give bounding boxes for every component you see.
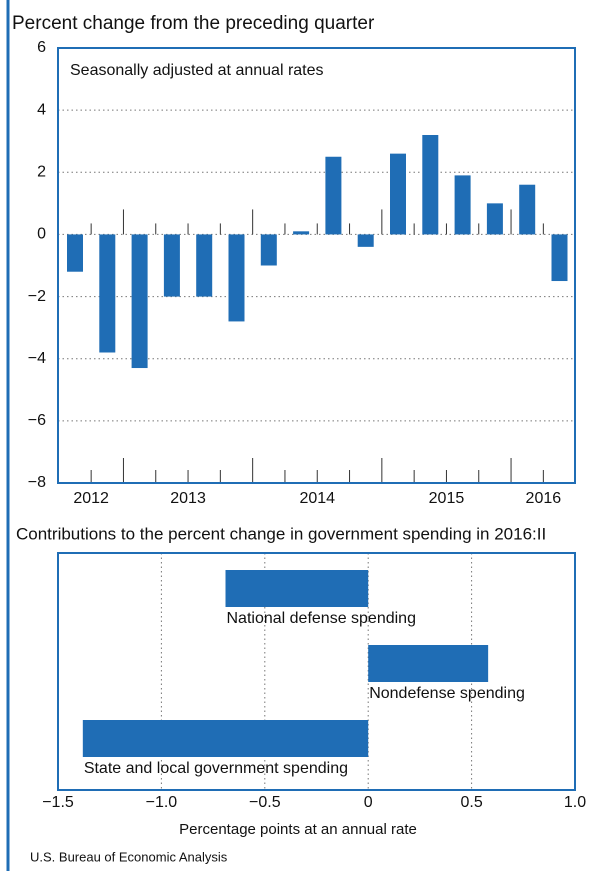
bar [260, 234, 277, 266]
x-axis-label: Percentage points at an annual rate [179, 821, 417, 838]
bar [99, 234, 116, 353]
bar [486, 203, 503, 235]
bar [357, 234, 374, 247]
x-tick-label: 2015 [429, 490, 465, 507]
plot-frame [57, 552, 576, 791]
x-tick-label: 2013 [170, 490, 206, 507]
x-tick-label: 2016 [526, 490, 562, 507]
bar [163, 234, 180, 297]
y-tick-label: 2 [37, 164, 46, 181]
bar [422, 135, 439, 235]
y-tick-label: 4 [37, 101, 46, 118]
bar [454, 175, 471, 235]
bar [67, 234, 83, 272]
bar [82, 720, 369, 757]
x-tick-label: 2012 [73, 490, 109, 507]
bar [228, 234, 245, 322]
chart-title: Percent change from the preceding quarte… [12, 13, 375, 34]
x-tick-label: 0.5 [460, 794, 482, 811]
x-tick-label: −1.5 [42, 794, 74, 811]
bar [519, 184, 536, 235]
y-tick-label: −6 [28, 412, 46, 429]
plot-frame [57, 47, 576, 484]
bar [196, 234, 213, 297]
y-tick-label: −2 [28, 288, 46, 305]
y-tick-label: 6 [37, 39, 46, 56]
x-tick-label: 2014 [299, 490, 335, 507]
chart-subtitle: Seasonally adjusted at annual rates [70, 62, 324, 79]
y-tick-label: 0 [37, 226, 46, 243]
y-tick-label: −4 [28, 350, 46, 367]
bar [225, 570, 369, 607]
bar [293, 231, 310, 235]
bar-label: State and local government spending [84, 760, 348, 777]
chart-title: Contributions to the percent change in g… [16, 524, 546, 543]
source: U.S. Bureau of Economic Analysis [30, 849, 228, 864]
bar [390, 153, 406, 235]
bar-label: National defense spending [227, 610, 416, 627]
bar [368, 645, 489, 682]
bar [325, 156, 342, 235]
y-tick-label: −8 [28, 474, 46, 491]
bar [551, 234, 568, 282]
bar [131, 234, 148, 369]
x-tick-label: 1.0 [564, 794, 586, 811]
x-tick-label: −1.0 [146, 794, 178, 811]
x-tick-label: −0.5 [249, 794, 281, 811]
x-tick-label: 0 [364, 794, 373, 811]
bar-label: Nondefense spending [369, 685, 525, 702]
